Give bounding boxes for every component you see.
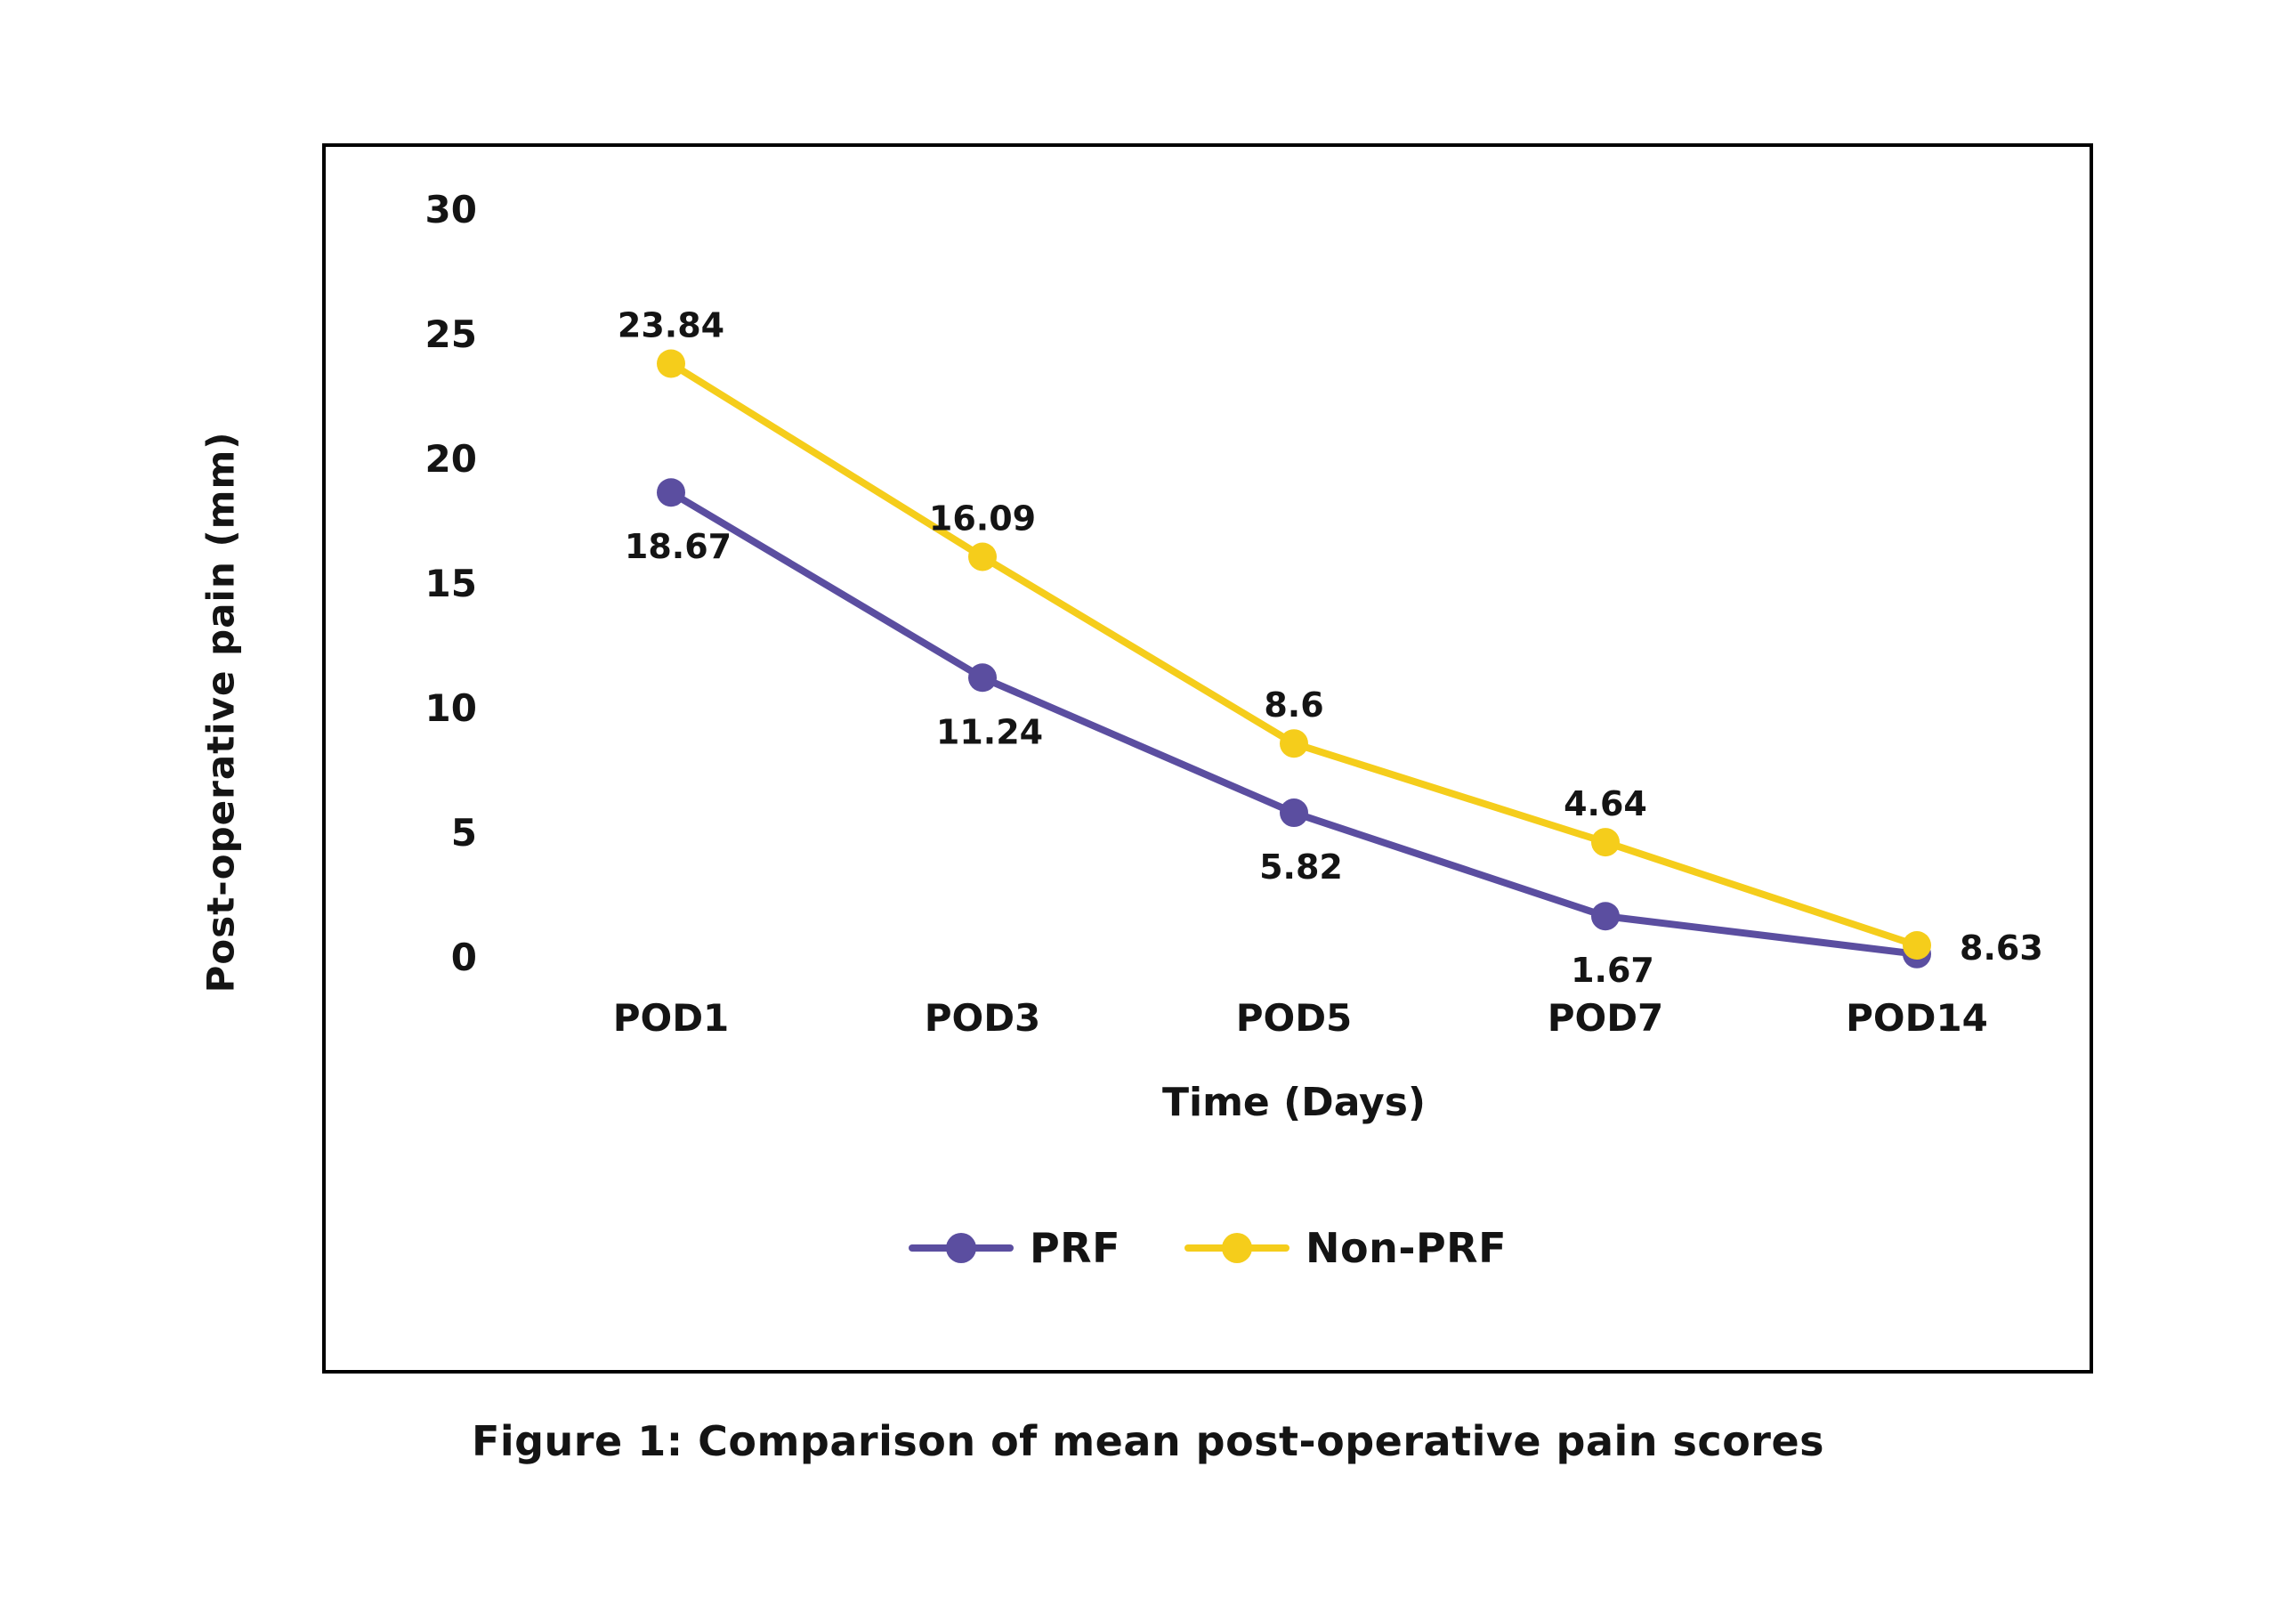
tick-label: 5 — [451, 811, 477, 855]
tick-label: 30 — [425, 188, 477, 231]
legend: PRF Non-PRF — [326, 1224, 2090, 1272]
data-point — [1591, 902, 1620, 931]
category-label: POD3 — [925, 996, 1041, 1040]
figure-frame: 30 25 20 15 10 5 0 POD1 POD3 POD5 POD7 POD14 Time (D… — [322, 143, 2093, 1374]
legend-item: PRF — [908, 1224, 1121, 1272]
data-point — [1280, 729, 1308, 758]
category-label: POD5 — [1236, 996, 1353, 1040]
category-label: POD1 — [613, 996, 730, 1040]
tick-label: 10 — [425, 686, 477, 730]
legend-marker-icon — [908, 1233, 1014, 1263]
data-point — [1591, 828, 1620, 857]
data-point-label: 11.24 — [936, 712, 1043, 751]
legend-item: Non-PRF — [1184, 1224, 1507, 1272]
tick-label: 20 — [425, 437, 477, 481]
data-point — [1903, 931, 1931, 960]
category-label: POD14 — [1846, 996, 1988, 1040]
data-point — [657, 478, 685, 507]
data-point-label: 1.67 — [1571, 951, 1654, 990]
data-point-label: 16.09 — [929, 498, 1036, 538]
tick-label: 15 — [425, 562, 477, 605]
data-point-label: 8.63 — [1960, 928, 2043, 968]
y-axis-title: Post-operative pain (mm) — [198, 431, 243, 993]
data-point-label: 18.67 — [625, 527, 732, 566]
legend-label: Non-PRF — [1306, 1224, 1508, 1272]
data-point — [1280, 798, 1308, 828]
data-point-label: 23.84 — [618, 305, 724, 344]
figure-caption: Figure 1: Comparison of mean post-operat… — [471, 1417, 1825, 1465]
tick-label: 25 — [425, 312, 477, 356]
data-point-label: 4.64 — [1564, 784, 1647, 823]
tick-label: 0 — [451, 936, 477, 979]
legend-label: PRF — [1029, 1224, 1121, 1272]
data-point-label: 8.6 — [1264, 685, 1323, 725]
legend-dot-icon — [1222, 1233, 1253, 1263]
data-point — [968, 542, 997, 571]
legend-dot-icon — [945, 1233, 976, 1263]
data-point-label: 5.82 — [1259, 847, 1343, 887]
category-label: POD7 — [1548, 996, 1664, 1040]
data-point — [657, 349, 685, 378]
x-axis-title: Time (Days) — [1162, 1080, 1426, 1125]
line-chart: 30 25 20 15 10 5 0 POD1 POD3 POD5 POD7 POD14 Time (D… — [425, 188, 2043, 1125]
legend-marker-icon — [1184, 1233, 1290, 1263]
data-point — [968, 663, 997, 693]
